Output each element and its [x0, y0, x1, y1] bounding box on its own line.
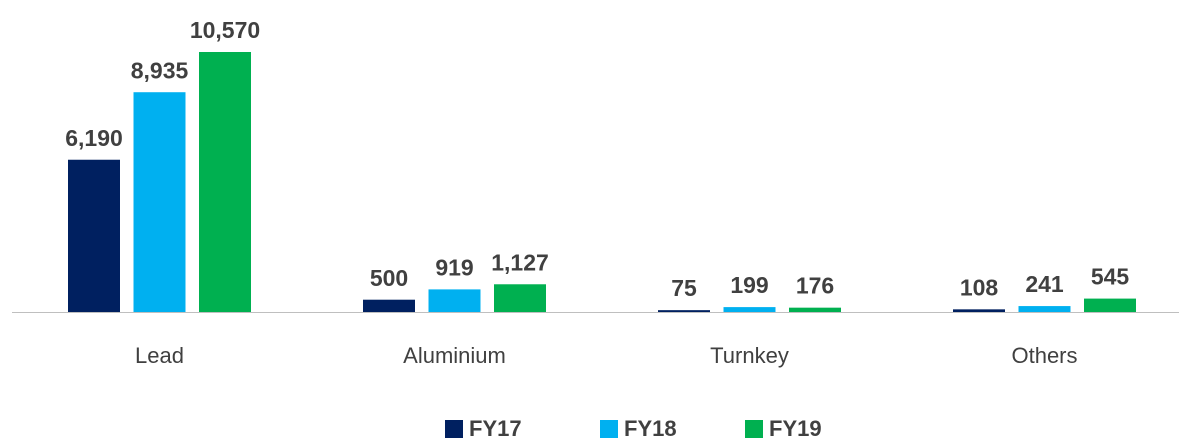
legend-swatch	[745, 420, 763, 438]
bar	[68, 159, 120, 312]
legend-label: FY17	[469, 416, 522, 441]
data-label: 241	[1025, 271, 1064, 297]
bar	[363, 299, 415, 312]
bar	[1018, 306, 1071, 312]
bar	[428, 289, 481, 312]
legend-label: FY18	[624, 416, 677, 441]
x-tick-label: Others	[1011, 343, 1077, 368]
data-label: 919	[435, 254, 473, 280]
x-tick-label: Turnkey	[710, 343, 789, 368]
legend-swatch	[600, 420, 618, 438]
data-label: 176	[796, 273, 834, 299]
bar	[953, 309, 1005, 312]
bar	[723, 307, 776, 312]
data-label: 108	[960, 274, 999, 300]
data-label: 1,127	[491, 249, 549, 275]
bar	[133, 92, 186, 313]
x-tick-label: Aluminium	[403, 343, 506, 368]
bar	[1084, 298, 1136, 312]
data-label: 500	[370, 265, 408, 291]
data-label: 6,190	[65, 125, 123, 151]
data-label: 75	[671, 275, 697, 301]
data-label: 199	[730, 272, 768, 298]
legend-label: FY19	[769, 416, 822, 441]
bar	[789, 307, 841, 312]
bar	[658, 310, 710, 312]
legend-swatch	[445, 420, 463, 438]
data-label: 8,935	[131, 57, 189, 83]
bar	[199, 52, 251, 312]
x-tick-label: Lead	[135, 343, 184, 368]
data-label: 545	[1091, 264, 1130, 290]
bar	[494, 284, 546, 312]
data-label: 10,570	[190, 17, 260, 43]
